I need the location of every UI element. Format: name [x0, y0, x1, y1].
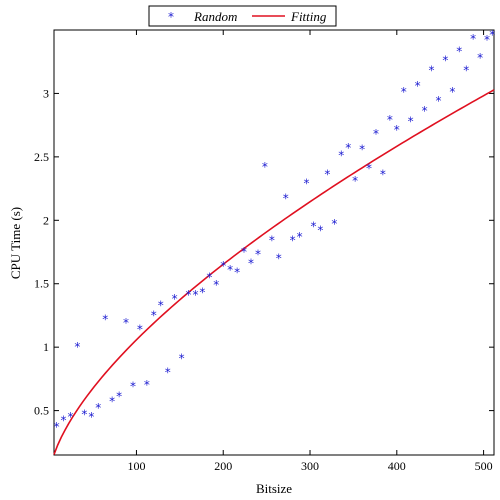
random-point: * — [463, 64, 469, 78]
random-point: * — [456, 45, 462, 59]
random-point: * — [54, 420, 60, 434]
random-point: * — [422, 104, 428, 118]
y-tick-label: 1 — [43, 340, 49, 354]
random-point: * — [61, 414, 67, 428]
random-point: * — [165, 366, 171, 380]
random-point: * — [317, 223, 323, 237]
random-point: * — [324, 168, 330, 182]
random-point: * — [366, 161, 372, 175]
random-point: * — [95, 401, 101, 415]
y-tick-label: 2.5 — [34, 150, 49, 164]
y-tick-label: 1.5 — [34, 277, 49, 291]
x-tick-label: 500 — [475, 459, 493, 473]
y-axis-ticks: 0.5 1 1.5 2 2.5 3 — [34, 86, 494, 418]
y-tick-label: 3 — [43, 86, 49, 100]
legend: * Random Fitting — [148, 5, 337, 27]
random-point: * — [387, 113, 393, 127]
fitting-curve — [53, 89, 495, 455]
random-point: * — [477, 51, 483, 65]
random-point: * — [179, 352, 185, 366]
y-axis-title: CPU Time (s) — [8, 207, 23, 279]
random-point: * — [213, 278, 219, 292]
random-point: * — [206, 270, 212, 284]
plot-frame — [53, 29, 495, 456]
random-point: * — [408, 114, 414, 128]
random-point: * — [484, 33, 490, 47]
legend-random-label: Random — [193, 9, 237, 24]
random-point: * — [248, 256, 254, 270]
random-points: * * *** **** *********** * **** * ********* *** **… — [54, 28, 496, 434]
random-point: * — [359, 142, 365, 156]
random-point: * — [489, 28, 495, 42]
x-tick-label: 300 — [301, 459, 319, 473]
random-point: * — [186, 288, 192, 302]
random-point: * — [199, 286, 205, 300]
random-point: * — [109, 395, 115, 409]
random-point: * — [470, 32, 476, 46]
random-point: * — [255, 248, 261, 262]
random-point: * — [297, 230, 303, 244]
random-point: * — [373, 127, 379, 141]
x-tick-label: 200 — [214, 459, 232, 473]
random-point: * — [67, 410, 73, 424]
y-tick-label: 0.5 — [34, 404, 49, 418]
random-point: * — [338, 149, 344, 163]
legend-box — [148, 5, 337, 27]
random-point: * — [345, 141, 351, 155]
random-point: * — [401, 85, 407, 99]
random-point: * — [74, 340, 80, 354]
random-point: * — [137, 322, 143, 336]
random-point: * — [102, 312, 108, 326]
random-point: * — [415, 79, 421, 93]
random-point: * — [394, 123, 400, 137]
random-point: * — [304, 177, 310, 191]
random-point: * — [380, 168, 386, 182]
random-point: * — [123, 316, 129, 330]
random-point: * — [158, 298, 164, 312]
legend-fitting-label: Fitting — [290, 9, 327, 24]
y-tick-label: 2 — [43, 213, 49, 227]
fitting-layer — [53, 89, 495, 455]
random-point: * — [352, 174, 358, 188]
random-point: * — [192, 288, 198, 302]
random-point: * — [331, 217, 337, 231]
random-point: * — [276, 251, 282, 265]
random-point: * — [290, 234, 296, 248]
random-point: * — [262, 160, 268, 174]
random-point: * — [220, 259, 226, 273]
random-point: * — [241, 245, 247, 259]
random-point: * — [116, 390, 122, 404]
random-point: * — [151, 308, 157, 322]
random-point: * — [435, 94, 441, 108]
legend-random-marker: * — [168, 10, 174, 24]
x-tick-label: 100 — [127, 459, 145, 473]
random-point: * — [144, 378, 150, 392]
x-tick-label: 400 — [388, 459, 406, 473]
random-point: * — [81, 407, 87, 421]
random-point: * — [442, 53, 448, 67]
random-point: * — [269, 234, 275, 248]
random-point: * — [172, 292, 178, 306]
random-point: * — [130, 379, 136, 393]
random-point: * — [234, 265, 240, 279]
random-point: * — [310, 220, 316, 234]
random-point: * — [429, 64, 435, 78]
x-axis-ticks: 100 200 300 400 500 — [127, 30, 493, 473]
random-point: * — [449, 85, 455, 99]
random-point: * — [88, 410, 94, 424]
x-axis-title: Bitsize — [256, 481, 292, 496]
random-point: * — [227, 263, 233, 277]
random-point: * — [283, 192, 289, 206]
